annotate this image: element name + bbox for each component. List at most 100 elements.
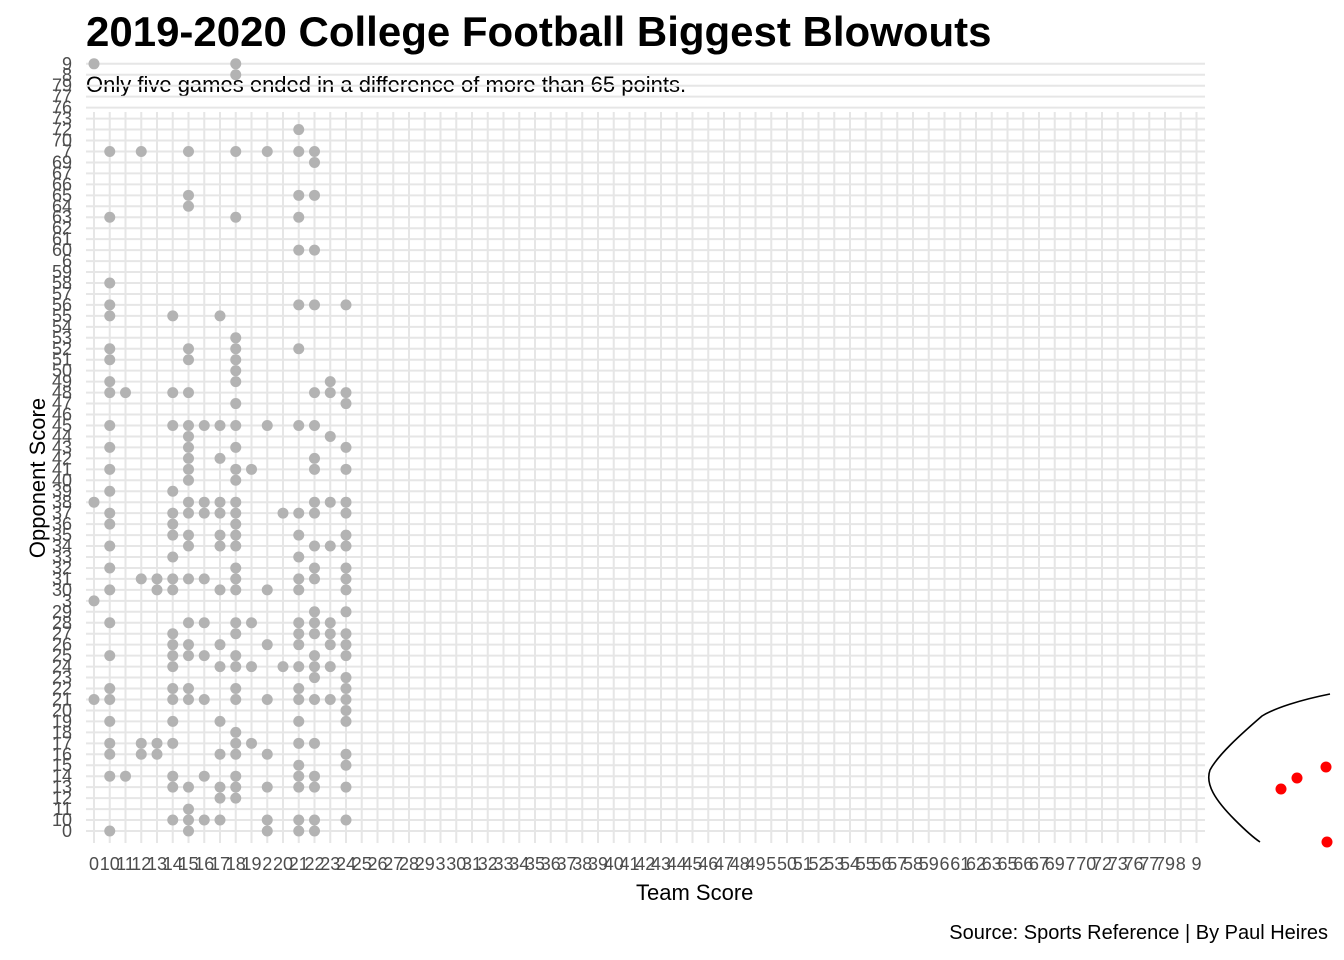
data-point [88, 595, 100, 607]
data-point [340, 781, 352, 793]
data-point [104, 584, 116, 596]
y-tick-label: 52 [52, 339, 72, 359]
data-point [309, 244, 320, 256]
data-point [198, 507, 210, 519]
data-point [167, 683, 179, 695]
x-tick-label: 7 [1065, 854, 1075, 874]
data-point [104, 507, 116, 519]
data-point [324, 617, 336, 629]
data-point [324, 540, 336, 552]
data-point [230, 69, 242, 81]
x-tick-label: 53 [824, 854, 844, 874]
chart-title: 2019-2020 College Football Biggest Blowo… [86, 8, 992, 55]
x-tick-label: 35 [525, 854, 545, 874]
data-point [183, 573, 194, 585]
data-point [230, 770, 242, 782]
data-point [340, 540, 352, 552]
highlight-point [1321, 836, 1333, 848]
data-point [309, 672, 320, 684]
data-point [214, 715, 226, 727]
data-point [309, 770, 320, 782]
data-point [214, 792, 226, 804]
y-tick-label: 62 [52, 218, 72, 238]
data-point [230, 562, 242, 574]
data-points [88, 58, 1333, 848]
data-point [167, 529, 179, 541]
x-tick-label: 34 [509, 854, 529, 874]
x-tick-label: 22 [304, 854, 324, 874]
data-point [340, 693, 352, 705]
y-tick-label: 16 [52, 744, 72, 764]
y-tick-label: 9 [62, 54, 72, 74]
data-point [230, 354, 242, 366]
y-tick-label: 47 [52, 394, 72, 414]
x-tick-label: 37 [556, 854, 576, 874]
y-tick-label: 27 [52, 624, 72, 644]
data-point [230, 628, 242, 640]
chart-caption: Source: Sports Reference | By Paul Heire… [949, 922, 1328, 944]
data-point [167, 584, 179, 596]
data-point [293, 628, 305, 640]
data-point [293, 617, 305, 629]
data-point [183, 496, 194, 508]
highlight-point [1275, 783, 1287, 795]
data-point [88, 58, 100, 70]
data-point [135, 748, 147, 760]
data-point [230, 376, 242, 388]
y-tick-label: 49 [52, 372, 72, 392]
data-point [293, 693, 305, 705]
x-tick-label: 72 [1092, 854, 1112, 874]
x-tick-label: 58 [903, 854, 923, 874]
data-point [167, 737, 179, 749]
data-point [324, 639, 336, 651]
x-tick-label: 61 [950, 854, 970, 874]
y-tick-label: 61 [52, 229, 72, 249]
data-point [309, 463, 320, 475]
data-point [104, 770, 116, 782]
data-point [183, 474, 194, 486]
data-point [183, 430, 194, 442]
data-point [293, 661, 305, 673]
y-tick-label: 65 [52, 185, 72, 205]
data-point [230, 496, 242, 508]
y-tick-label: 38 [52, 492, 72, 512]
x-tick-label: 44 [667, 854, 687, 874]
x-tick-label: 14 [163, 854, 183, 874]
data-point [293, 759, 305, 771]
data-point [309, 650, 320, 662]
x-tick-label: 26 [367, 854, 387, 874]
data-point [230, 529, 242, 541]
x-tick-label: 18 [226, 854, 246, 874]
data-point [230, 693, 242, 705]
data-point [230, 211, 242, 223]
y-tick-label: 24 [52, 657, 72, 677]
data-point [230, 463, 242, 475]
data-point [198, 814, 210, 826]
data-point [214, 814, 226, 826]
x-tick-label: 57 [887, 854, 907, 874]
data-point [230, 343, 242, 355]
x-tick-label: 56 [871, 854, 891, 874]
data-point [230, 474, 242, 486]
data-point [230, 748, 242, 760]
x-tick-label: 33 [493, 854, 513, 874]
data-point [340, 529, 352, 541]
data-point [104, 463, 116, 475]
data-point [104, 354, 116, 366]
data-point [261, 814, 273, 826]
data-point [230, 792, 242, 804]
x-tick-label: 24 [336, 854, 356, 874]
data-point [309, 814, 320, 826]
y-tick-label: 36 [52, 514, 72, 534]
data-point [293, 781, 305, 793]
y-tick-label: 13 [52, 777, 72, 797]
x-tick-label: 23 [320, 854, 340, 874]
x-tick-label: 66 [1013, 854, 1033, 874]
y-tick-label: 41 [52, 459, 72, 479]
data-point [88, 496, 100, 508]
y-tick-label: 17 [52, 733, 72, 753]
data-point [230, 573, 242, 585]
y-tick-label: 19 [52, 711, 72, 731]
data-point [104, 540, 116, 552]
